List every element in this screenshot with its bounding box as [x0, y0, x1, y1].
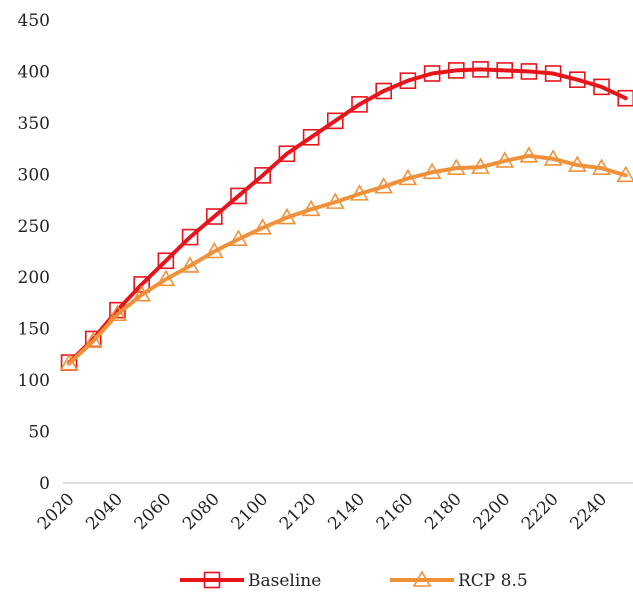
data-point-marker: [448, 62, 465, 79]
data-point-marker: [520, 63, 538, 80]
data-point-marker: [544, 65, 562, 82]
data-point-marker: [567, 155, 587, 172]
data-point-marker: [617, 89, 633, 107]
data-point-marker: [277, 207, 297, 225]
legend-label: RCP 8.5: [458, 571, 528, 591]
y-tick-label: 250: [18, 217, 50, 237]
x-tick-label: 2020: [34, 489, 79, 534]
y-tick-label: 400: [18, 62, 50, 82]
y-tick-label: 200: [18, 268, 50, 288]
data-point-marker: [181, 228, 199, 246]
data-point-marker: [108, 304, 127, 322]
data-point-marker: [616, 165, 633, 183]
data-point-marker: [180, 256, 200, 273]
data-point-marker: [302, 128, 320, 146]
data-point-marker: [278, 145, 296, 163]
x-tick-label: 2040: [82, 489, 127, 534]
legend-marker: [203, 571, 221, 589]
x-tick-label: 2240: [566, 489, 611, 534]
data-point-marker: [374, 177, 394, 194]
data-point-marker: [205, 208, 223, 225]
data-point-marker: [592, 158, 611, 175]
data-point-marker: [133, 276, 150, 293]
legend-item: Baseline: [180, 571, 321, 591]
series-baseline: [60, 61, 633, 371]
data-point-marker: [496, 62, 514, 79]
y-tick-label: 150: [18, 320, 50, 340]
y-axis-tick-labels: 0 50 100 150 200 250 300 350 400 450: [18, 11, 50, 494]
x-tick-label: 2120: [276, 489, 321, 534]
data-point-marker: [132, 285, 152, 302]
x-tick-label: 2220: [518, 489, 563, 534]
data-point-marker: [471, 157, 490, 174]
y-tick-label: 100: [18, 371, 50, 391]
data-point-marker: [593, 78, 610, 96]
x-tick-label: 2160: [373, 489, 418, 534]
series-rcp-8-5: [59, 146, 633, 371]
data-point-marker: [59, 354, 79, 371]
y-tick-label: 50: [28, 423, 50, 443]
y-tick-label: 300: [18, 165, 50, 185]
data-point-marker: [375, 82, 393, 100]
legend-item: RCP 8.5: [390, 570, 528, 591]
x-tick-label: 2180: [421, 489, 466, 534]
data-point-marker: [253, 218, 273, 235]
series-line: [67, 67, 628, 365]
data-point-marker: [301, 199, 321, 217]
legend-label: Baseline: [248, 571, 321, 591]
data-point-marker: [569, 71, 586, 88]
data-point-marker: [325, 192, 345, 209]
data-point-marker: [230, 187, 247, 205]
x-tick-label: 2140: [324, 489, 369, 534]
legend: Baseline RCP 8.5: [180, 570, 528, 591]
data-point-marker: [254, 167, 271, 184]
legend-marker: [412, 570, 432, 587]
data-point-marker: [398, 168, 418, 186]
x-axis-tick-labels: 2020 2040 2060 2080 2100 2120 2140 2160 2180 2200…: [34, 489, 611, 534]
data-point-marker: [350, 184, 369, 201]
x-tick-label: 2060: [131, 489, 176, 534]
y-tick-label: 0: [39, 474, 50, 494]
data-point-marker: [543, 149, 563, 166]
data-point-marker: [399, 72, 417, 90]
y-tick-label: 450: [18, 11, 50, 31]
data-point-marker: [519, 146, 539, 163]
data-point-marker: [446, 158, 466, 175]
data-point-marker: [472, 61, 489, 78]
data-point-marker: [423, 65, 441, 82]
data-point-marker: [83, 331, 103, 348]
data-point-marker: [157, 252, 175, 270]
x-tick-label: 2080: [179, 489, 224, 534]
data-point-marker: [422, 162, 442, 180]
series-line: [67, 153, 628, 366]
data-point-marker: [495, 151, 515, 168]
data-point-marker: [156, 269, 176, 287]
series-group: [59, 61, 633, 371]
x-tick-label: 2200: [470, 489, 515, 534]
data-point-marker: [326, 112, 344, 130]
data-point-marker: [351, 96, 368, 113]
data-point-marker: [229, 229, 248, 246]
y-tick-label: 350: [18, 114, 50, 134]
data-point-marker: [204, 241, 224, 259]
x-tick-label: 2100: [227, 489, 272, 534]
